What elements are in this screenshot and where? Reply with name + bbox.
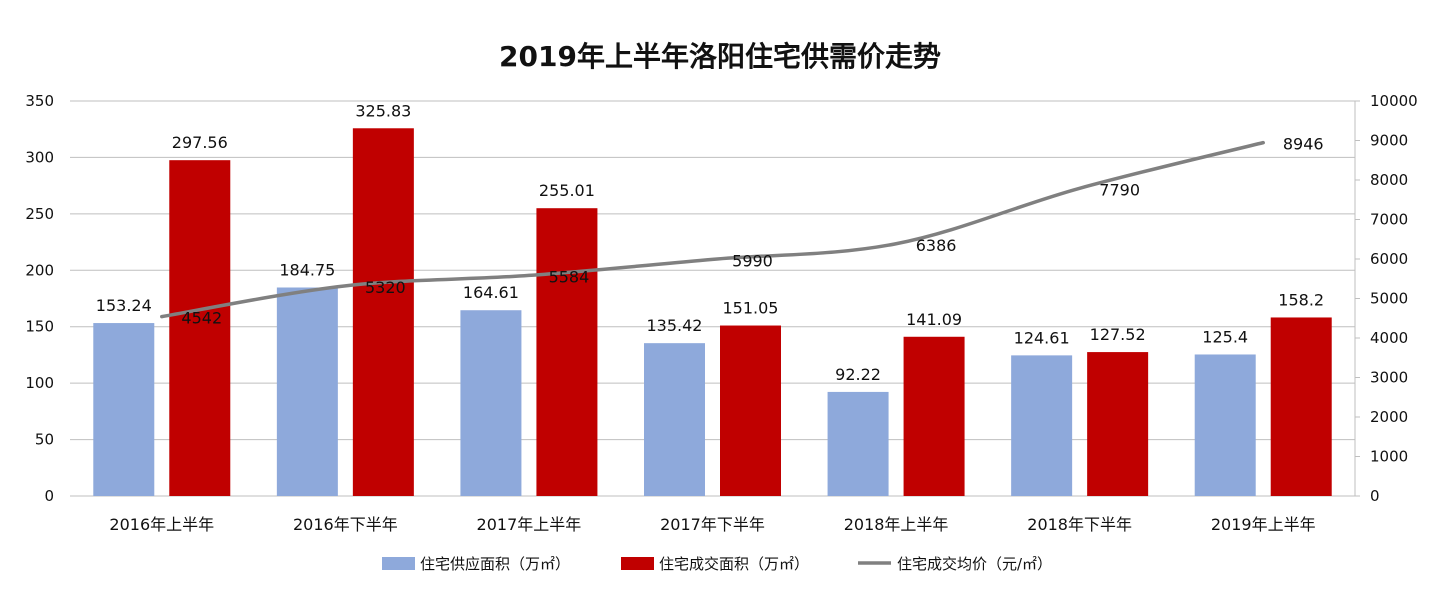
y-right-tick-label: 10000: [1370, 92, 1418, 110]
bar-transaction: [352, 128, 414, 496]
legend-label-price: 住宅成交均价（元/㎡）: [897, 555, 1052, 573]
x-category-label: 2016年下半年: [293, 515, 398, 534]
y-right-tick-label: 1000: [1370, 448, 1408, 466]
data-label-supply: 184.75: [279, 260, 335, 279]
y-right-tick-label: 5000: [1370, 290, 1408, 308]
bar-supply: [460, 310, 522, 496]
x-category-label: 2017年下半年: [660, 515, 765, 534]
y-left-tick-label: 150: [25, 318, 54, 336]
y-right-tick-label: 9000: [1370, 132, 1408, 150]
data-label-price: 8946: [1283, 135, 1324, 154]
x-axis-categories: 2016年上半年 2016年下半年 2017年上半年 2017年下半年 2018年上半年…: [109, 515, 1315, 534]
y-left-tick-label: 250: [25, 205, 54, 223]
data-label-supply: 135.42: [647, 316, 703, 335]
data-label-price: 6386: [916, 236, 957, 255]
bar-transaction: [720, 325, 781, 496]
y-right-tick-label: 3000: [1370, 369, 1408, 387]
x-category-label: 2019年上半年: [1211, 515, 1316, 534]
y-axis-right: 0 1000 2000 3000 4000 5000 6000 7000 8000 9000 100…: [1354, 92, 1418, 505]
bar-supply: [827, 391, 889, 496]
x-category-label: 2018年上半年: [844, 515, 949, 534]
y-right-tick-label: 2000: [1370, 408, 1408, 426]
legend-label-transaction: 住宅成交面积（万㎡）: [659, 555, 809, 573]
x-category-label: 2016年上半年: [109, 515, 214, 534]
data-label-transaction: 151.05: [723, 299, 779, 318]
legend-swatch-supply: [382, 557, 415, 570]
y-left-tick-label: 200: [25, 261, 54, 279]
bar-supply: [644, 343, 705, 496]
price-line-path: [160, 140, 1265, 319]
data-label-price: 4542: [181, 309, 222, 328]
y-right-tick-label: 7000: [1370, 211, 1408, 229]
y-right-tick-label: 8000: [1370, 171, 1408, 189]
data-label-price: 5990: [732, 251, 773, 270]
y-left-tick-label: 100: [25, 374, 54, 392]
x-category-label: 2017年上半年: [477, 515, 582, 534]
y-right-tick-label: 4000: [1370, 329, 1408, 347]
data-label-transaction: 158.2: [1278, 290, 1324, 309]
data-label-supply: 124.61: [1014, 328, 1070, 347]
data-labels: 153.24 297.56 184.75 325.83 164.61 255.01 135.…: [96, 101, 1324, 384]
data-label-transaction: 325.83: [355, 101, 411, 120]
y-right-tick-label: 6000: [1370, 250, 1408, 268]
data-label-supply: 164.61: [463, 283, 519, 302]
bar-transaction: [903, 336, 965, 496]
data-label-transaction: 141.09: [906, 310, 962, 329]
data-label-transaction: 255.01: [539, 181, 595, 200]
legend-label-supply: 住宅供应面积（万㎡）: [420, 555, 570, 573]
data-label-supply: 153.24: [96, 296, 152, 315]
y-left-tick-label: 50: [35, 431, 54, 449]
bar-supply: [1011, 355, 1073, 496]
y-left-tick-label: 350: [25, 92, 54, 110]
legend-swatch-transaction: [621, 557, 654, 570]
data-label-transaction: 297.56: [172, 133, 228, 152]
bar-transaction: [1087, 352, 1149, 496]
legend: 住宅供应面积（万㎡） 住宅成交面积（万㎡） 住宅成交均价（元/㎡）: [382, 555, 1052, 573]
data-label-supply: 92.22: [835, 365, 881, 384]
chart-title: 2019年上半年洛阳住宅供需价走势: [499, 40, 941, 73]
data-label-price: 7790: [1099, 180, 1140, 199]
y-right-tick-label: 0: [1370, 487, 1380, 505]
data-label-price: 5320: [365, 278, 406, 297]
x-category-label: 2018年下半年: [1027, 515, 1132, 534]
data-label-transaction: 127.52: [1090, 325, 1146, 344]
bar-supply: [276, 287, 338, 496]
price-line: [160, 140, 1265, 319]
data-label-supply: 125.4: [1202, 327, 1248, 346]
bar-supply: [1194, 354, 1256, 496]
y-left-tick-label: 300: [25, 148, 54, 166]
y-axis-left: 0 50 100 150 200 250 300 350: [25, 92, 54, 505]
bar-supply: [93, 323, 155, 496]
bar-transaction: [169, 160, 231, 496]
bars: [93, 128, 1332, 496]
bar-transaction: [1270, 317, 1332, 496]
y-left-tick-label: 0: [44, 487, 54, 505]
bar-transaction: [536, 208, 598, 496]
data-label-price: 5584: [549, 267, 590, 286]
